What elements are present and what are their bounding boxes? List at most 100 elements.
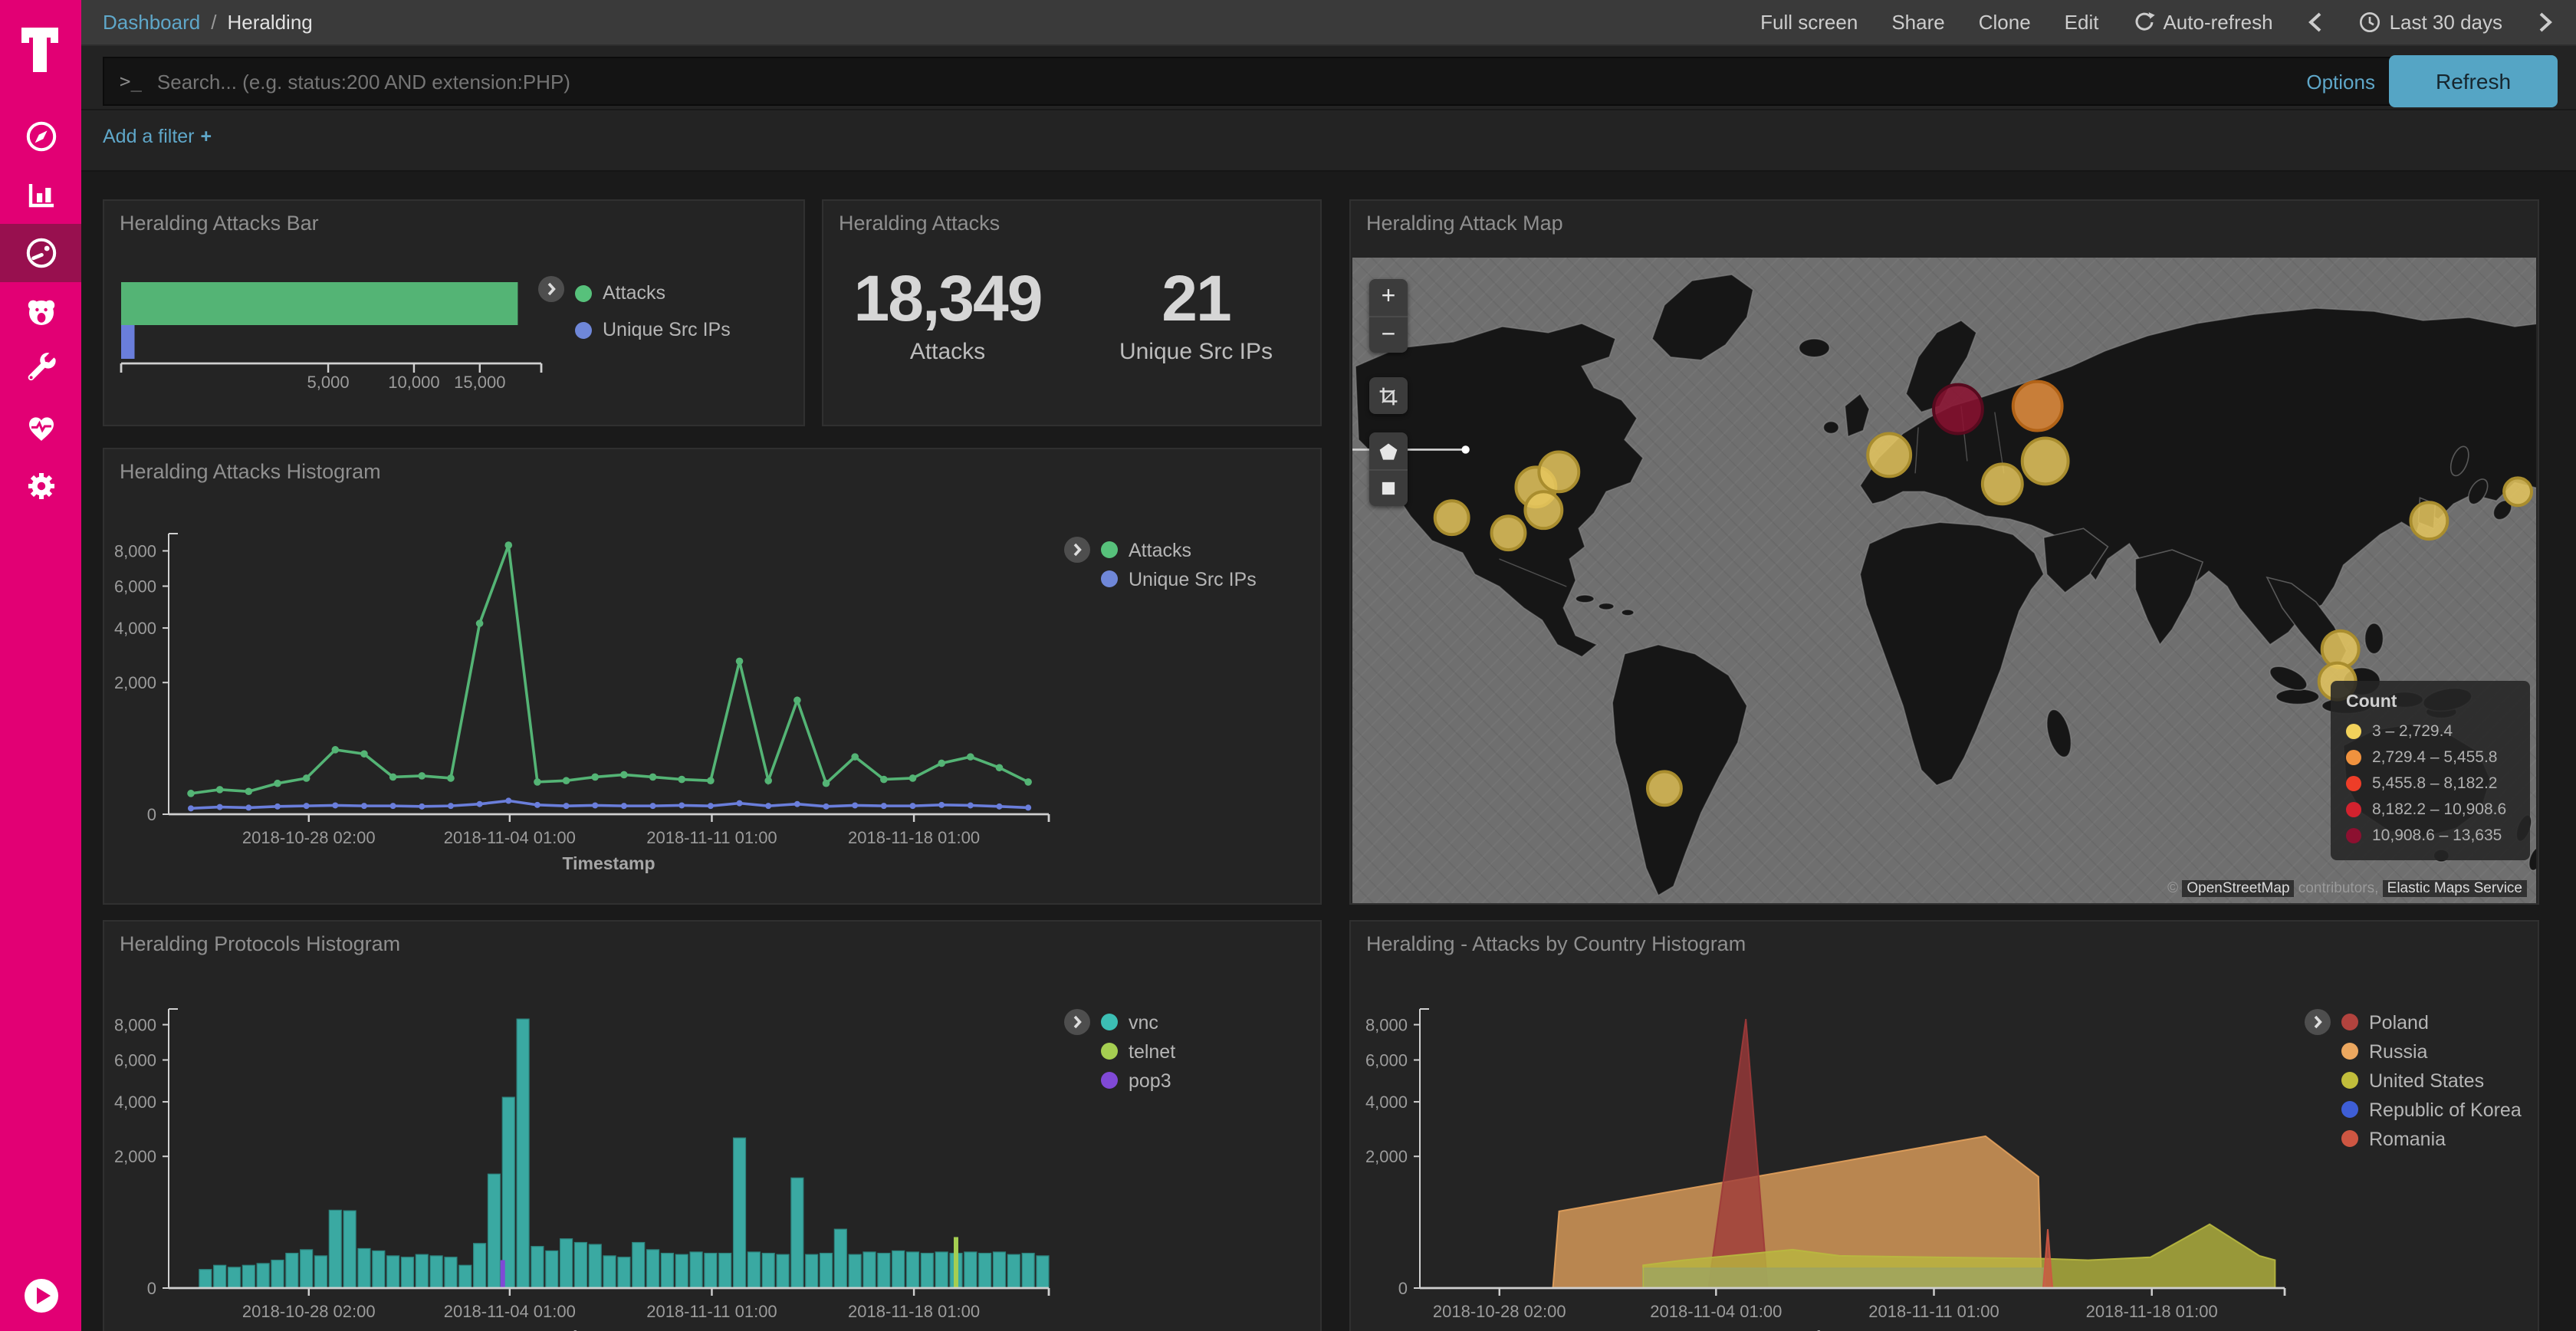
legend-color-dot bbox=[1101, 1072, 1118, 1089]
time-range-picker[interactable]: Last 30 days bbox=[2359, 11, 2502, 34]
panel-country-histogram: Heralding - Attacks by Country Histogram… bbox=[1349, 920, 2539, 1331]
svg-text:2018-11-18 01:00: 2018-11-18 01:00 bbox=[848, 828, 980, 847]
svg-text:Timestamp: Timestamp bbox=[1806, 1327, 1898, 1331]
panel-title: Heralding Attacks Bar bbox=[120, 212, 319, 235]
svg-text:15,000: 15,000 bbox=[454, 373, 505, 392]
sidebar-item-discover[interactable] bbox=[0, 107, 81, 166]
map-legend-color-dot bbox=[2346, 775, 2361, 790]
svg-text:2018-11-11 01:00: 2018-11-11 01:00 bbox=[1868, 1302, 1999, 1321]
map-zoom-controls: + − bbox=[1369, 279, 1408, 353]
sidebar-expand-button[interactable] bbox=[21, 1276, 61, 1316]
world-attack-map[interactable]: + − bbox=[1352, 258, 2536, 903]
lion-icon bbox=[22, 293, 59, 330]
polygon-icon bbox=[1378, 441, 1398, 461]
legend-item[interactable]: Poland bbox=[2341, 1007, 2522, 1037]
svg-text:8,000: 8,000 bbox=[114, 541, 156, 560]
panel-protocols-histogram: Heralding Protocols Histogram 02,0004,00… bbox=[103, 920, 1322, 1331]
map-legend-color-dot bbox=[2346, 749, 2361, 764]
add-filter-button[interactable]: Add a filter+ bbox=[103, 126, 212, 147]
time-back-chevron-icon[interactable] bbox=[2307, 11, 2325, 34]
clone-button[interactable]: Clone bbox=[1979, 11, 2031, 34]
osm-link[interactable]: OpenStreetMap bbox=[2182, 880, 2294, 897]
time-forward-chevron-icon[interactable] bbox=[2536, 11, 2555, 34]
legend-item[interactable]: telnet bbox=[1101, 1037, 1175, 1066]
map-legend-label: 3 – 2,729.4 bbox=[2372, 721, 2453, 740]
legend-toggle-button[interactable] bbox=[538, 276, 564, 307]
legend-item[interactable]: Attacks bbox=[575, 274, 731, 311]
svg-text:6,000: 6,000 bbox=[1365, 1051, 1408, 1070]
query-bar: >_ Options Refresh bbox=[81, 46, 2576, 110]
map-attribution: © OpenStreetMap contributors, Elastic Ma… bbox=[2167, 880, 2527, 897]
legend-toggle-button[interactable] bbox=[1064, 537, 1090, 567]
filter-bar: Add a filter+ bbox=[81, 110, 2576, 172]
svg-text:2,000: 2,000 bbox=[114, 1147, 156, 1166]
svg-text:4,000: 4,000 bbox=[114, 619, 156, 638]
legend-item[interactable]: pop3 bbox=[1101, 1066, 1175, 1095]
legend-label: Russia bbox=[2369, 1040, 2427, 1062]
legend-item[interactable]: Romania bbox=[2341, 1124, 2522, 1153]
panel-title: Heralding Protocols Histogram bbox=[120, 932, 400, 955]
gear-icon bbox=[22, 468, 59, 504]
crop-icon bbox=[1378, 386, 1398, 406]
telekom-logo[interactable] bbox=[18, 25, 61, 74]
protocols-bar-chart[interactable]: 02,0004,0006,0008,0002018-10-28 02:00201… bbox=[104, 922, 1323, 1331]
svg-text:2,000: 2,000 bbox=[1365, 1147, 1408, 1166]
map-zoom-out-button[interactable]: − bbox=[1369, 316, 1408, 353]
legend-label: Poland bbox=[2369, 1011, 2429, 1033]
svg-text:2,000: 2,000 bbox=[114, 673, 156, 692]
svg-text:Timestamp: Timestamp bbox=[562, 1327, 655, 1331]
map-fit-data-button[interactable] bbox=[1369, 377, 1408, 414]
map-legend-label: 2,729.4 – 5,455.8 bbox=[2372, 748, 2498, 766]
map-zoom-in-button[interactable]: + bbox=[1369, 279, 1408, 316]
panel-title: Heralding - Attacks by Country Histogram bbox=[1366, 932, 1746, 955]
svg-text:6,000: 6,000 bbox=[114, 577, 156, 596]
query-options-link[interactable]: Options bbox=[2306, 70, 2394, 93]
search-prompt-icon: >_ bbox=[104, 71, 154, 92]
sidebar-item-dashboard[interactable] bbox=[0, 224, 81, 282]
map-legend-title: Count bbox=[2346, 693, 2515, 712]
legend-item[interactable]: Russia bbox=[2341, 1037, 2522, 1066]
share-button[interactable]: Share bbox=[1891, 11, 1944, 34]
dashboard-canvas: Heralding Attacks Bar 5,00010,00015,000 … bbox=[81, 172, 2576, 1331]
legend-label: Unique Src IPs bbox=[603, 319, 731, 340]
panel-title: Heralding Attacks bbox=[839, 212, 1000, 235]
legend-item[interactable]: Attacks bbox=[1101, 535, 1257, 564]
sidebar-item-visualize[interactable] bbox=[0, 166, 81, 224]
sidebar-item-timelion[interactable] bbox=[0, 282, 81, 340]
panel-attack-map: Heralding Attack Map bbox=[1349, 199, 2539, 905]
legend-color-dot bbox=[1101, 1014, 1118, 1030]
map-draw-rectangle-button[interactable] bbox=[1369, 469, 1408, 506]
sidebar-item-management[interactable] bbox=[0, 457, 81, 515]
metric-label: Unique Src IPs bbox=[1072, 339, 1320, 365]
legend-attacks-bar: Attacks Unique Src IPs bbox=[575, 274, 731, 348]
refresh-button[interactable]: Refresh bbox=[2389, 55, 2558, 107]
legend-toggle-chevron-icon bbox=[538, 276, 564, 302]
auto-refresh-button[interactable]: Auto-refresh bbox=[2132, 11, 2272, 34]
legend-color-dot bbox=[575, 321, 592, 338]
attacks-line-chart[interactable]: 02,0004,0006,0008,0002018-10-28 02:00201… bbox=[104, 449, 1323, 906]
legend-toggle-button[interactable] bbox=[1064, 1009, 1090, 1040]
wrench-icon bbox=[22, 351, 59, 388]
legend-item[interactable]: vnc bbox=[1101, 1007, 1175, 1037]
legend-item[interactable]: Republic of Korea bbox=[2341, 1095, 2522, 1124]
svg-text:2018-10-28 02:00: 2018-10-28 02:00 bbox=[1433, 1302, 1566, 1321]
search-input[interactable] bbox=[154, 68, 2306, 94]
sidebar-item-dev-tools[interactable] bbox=[0, 340, 81, 399]
ems-link[interactable]: Elastic Maps Service bbox=[2383, 880, 2527, 897]
legend-color-dot bbox=[2341, 1014, 2358, 1030]
map-draw-polygon-button[interactable] bbox=[1369, 432, 1408, 469]
map-legend-label: 8,182.2 – 10,908.6 bbox=[2372, 800, 2506, 818]
legend-label: Romania bbox=[2369, 1128, 2446, 1149]
sidebar-item-monitoring[interactable] bbox=[0, 399, 81, 457]
legend-item[interactable]: United States bbox=[2341, 1066, 2522, 1095]
legend-toggle-button[interactable] bbox=[2305, 1009, 2331, 1040]
legend-attacks-histogram: AttacksUnique Src IPs bbox=[1101, 535, 1257, 593]
edit-button[interactable]: Edit bbox=[2065, 11, 2099, 34]
legend-item[interactable]: Unique Src IPs bbox=[1101, 564, 1257, 593]
panel-attacks-histogram: Heralding Attacks Histogram 02,0004,0006… bbox=[103, 448, 1322, 905]
rectangle-icon bbox=[1378, 478, 1398, 498]
metric-value: 18,349 bbox=[823, 262, 1072, 336]
fullscreen-button[interactable]: Full screen bbox=[1760, 11, 1858, 34]
breadcrumb-dashboard-link[interactable]: Dashboard bbox=[103, 11, 200, 34]
legend-item[interactable]: Unique Src IPs bbox=[575, 311, 731, 348]
